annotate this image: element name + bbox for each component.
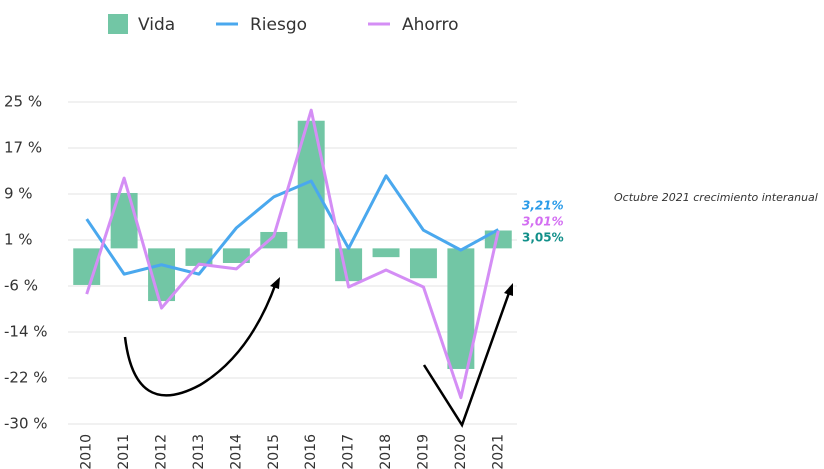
x-tick-label: 2010 [79, 434, 95, 469]
y-tick-label: 25 % [4, 93, 42, 111]
x-tick-label: 2013 [191, 434, 207, 469]
y-tick-label: -14 % [4, 323, 48, 341]
y-tick-label: 9 % [4, 184, 33, 202]
x-tick-label: 2012 [154, 434, 170, 469]
x-tick-label: 2018 [378, 434, 394, 469]
y-tick-label: -6 % [4, 277, 38, 295]
x-tick-label: 2019 [415, 434, 431, 469]
legend-label: Riesgo [250, 15, 307, 35]
x-tick-label: 2021 [490, 434, 506, 469]
arrow-head [504, 283, 513, 296]
bar [447, 248, 475, 369]
x-tick-label: 2014 [228, 434, 244, 469]
x-tick-label: 2016 [303, 434, 319, 469]
line [85, 174, 500, 276]
line [85, 108, 500, 400]
x-tick-label: 2015 [266, 434, 282, 469]
legend-swatch [108, 14, 128, 34]
arrow-head [270, 277, 280, 289]
legend-label: Vida [138, 15, 175, 35]
bar [372, 248, 400, 258]
bar [222, 248, 250, 263]
arrow-line [422, 289, 512, 428]
y-tick-label: 1 % [4, 230, 33, 248]
legend-label: Ahorro [402, 15, 459, 35]
y-tick-label: 17 % [4, 139, 42, 157]
x-tick-label: 2020 [453, 434, 469, 469]
bar [335, 248, 363, 282]
x-tick-label: 2017 [341, 434, 357, 469]
value-label: 3,05% [522, 231, 564, 245]
value-label: 3,01% [522, 215, 564, 229]
value-label: 3,21% [522, 199, 564, 213]
arrow-curve [123, 282, 278, 397]
arrows [123, 282, 512, 428]
bar [409, 248, 437, 279]
bar [260, 231, 288, 249]
y-tick-label: -22 % [4, 368, 48, 386]
y-tick-label: -30 % [4, 415, 48, 433]
x-tick-label: 2011 [116, 434, 132, 469]
bar [110, 192, 138, 249]
bar [185, 248, 213, 266]
annotation: Octubre 2021 crecimiento interanual [614, 191, 818, 204]
